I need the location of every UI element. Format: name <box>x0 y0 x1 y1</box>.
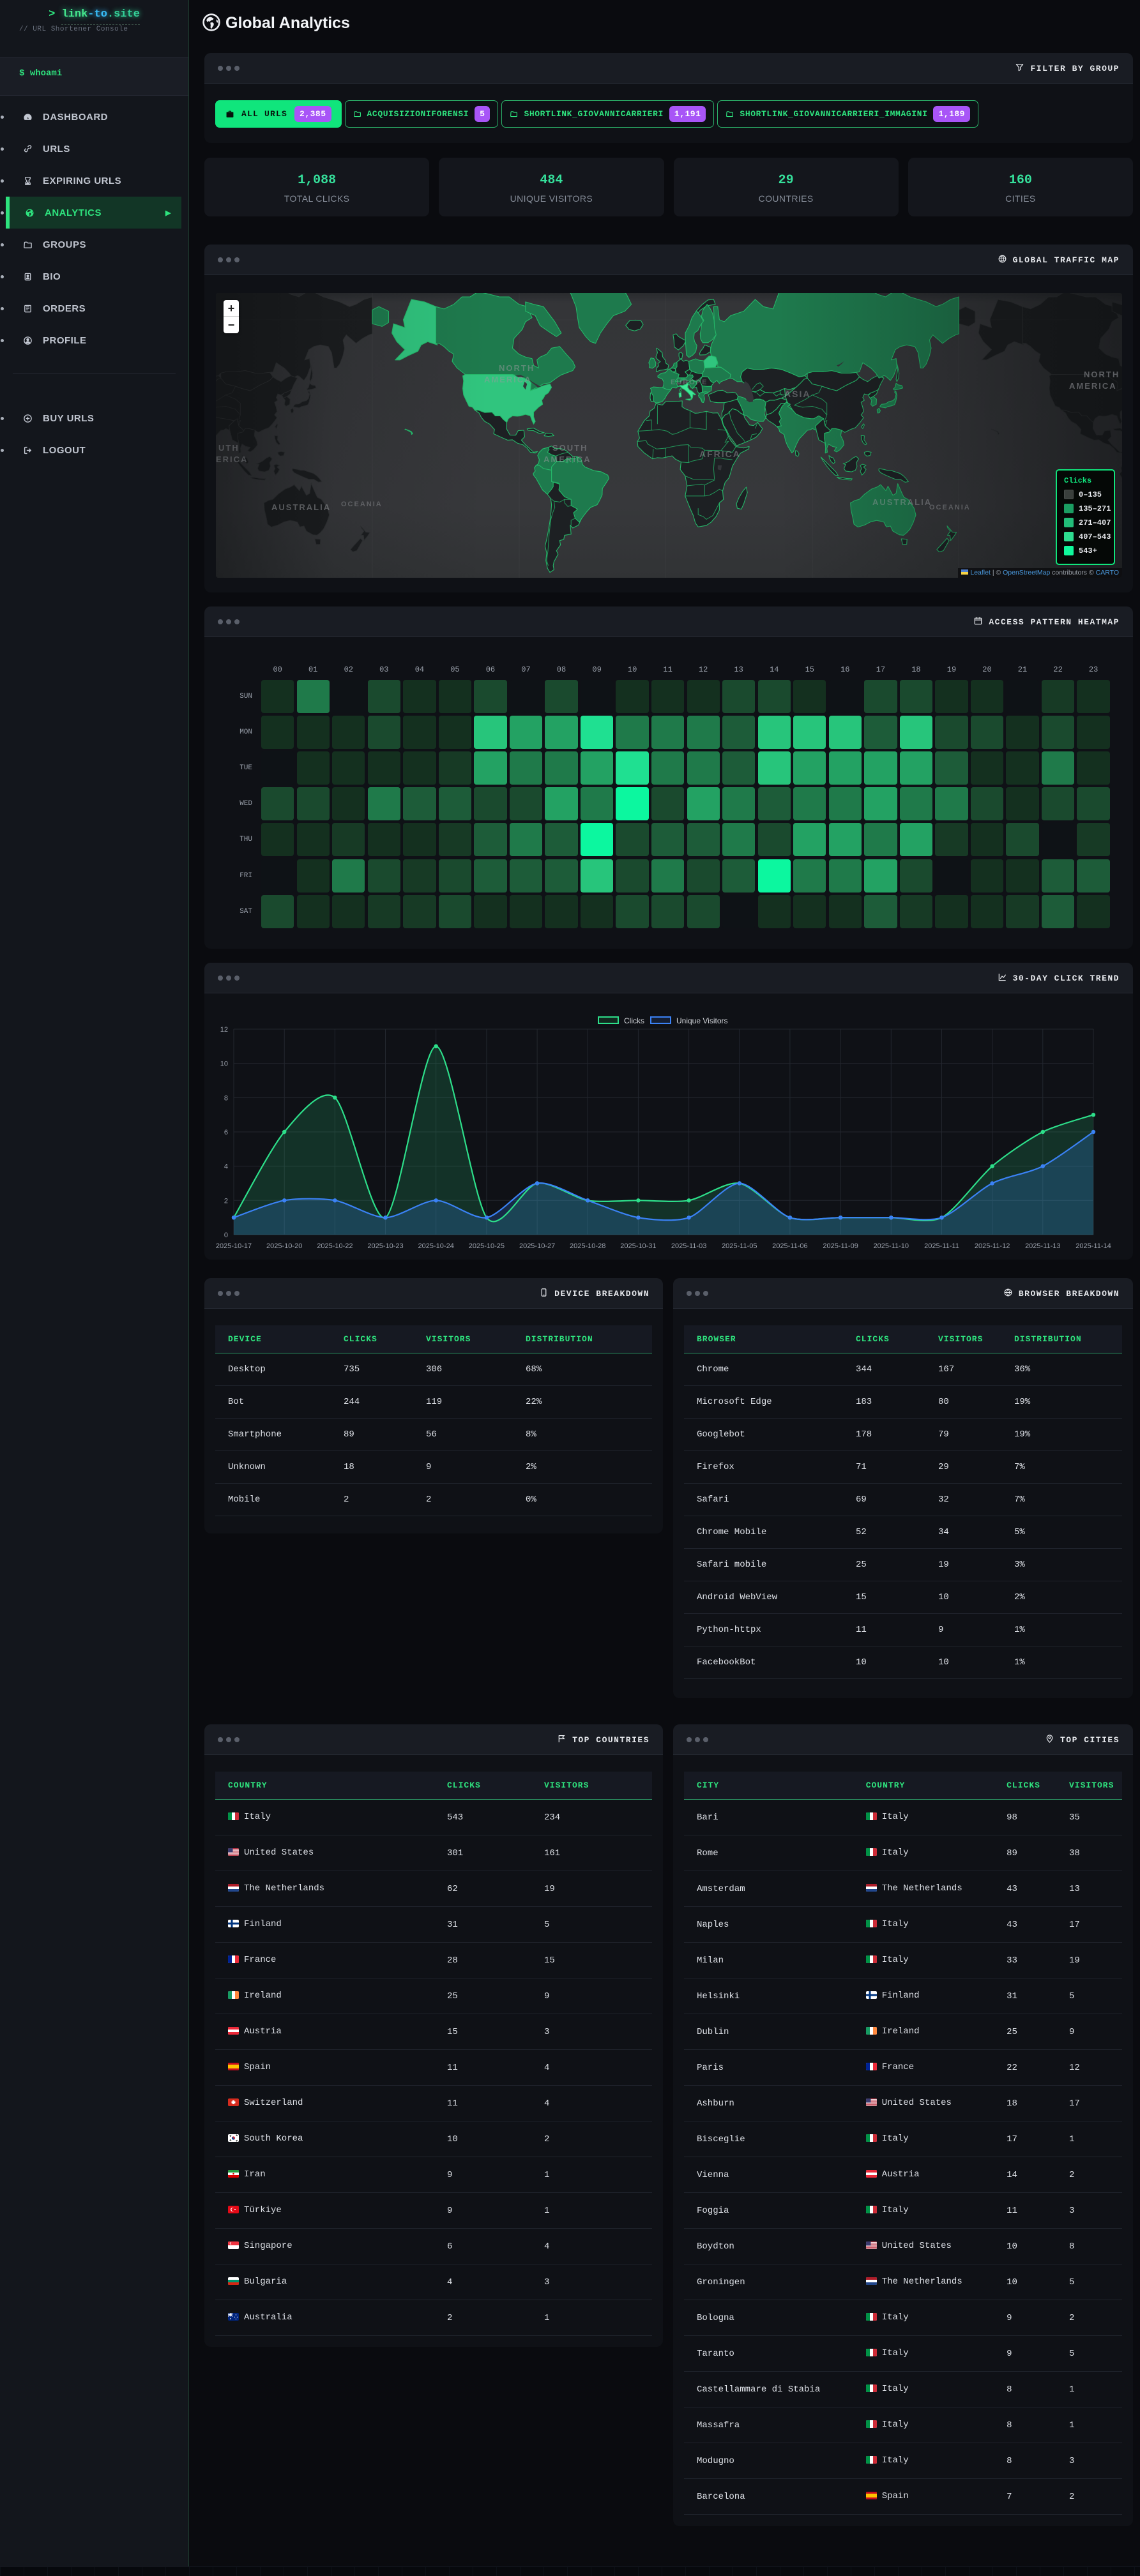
svg-text:AMERICA: AMERICA <box>484 375 532 384</box>
svg-text:Clicks: Clicks <box>624 1016 644 1025</box>
svg-text:NORTH: NORTH <box>1084 370 1120 379</box>
svg-text:AUSTRALIA: AUSTRALIA <box>271 502 331 512</box>
svg-text:2025-10-17: 2025-10-17 <box>216 1242 252 1250</box>
svg-text:2025-11-14: 2025-11-14 <box>1075 1242 1111 1250</box>
svg-text:2025-11-12: 2025-11-12 <box>975 1242 1010 1250</box>
svg-text:2025-10-27: 2025-10-27 <box>519 1242 555 1250</box>
svg-text:0: 0 <box>224 1232 228 1239</box>
svg-text:ASIA: ASIA <box>784 389 810 399</box>
svg-text:6: 6 <box>224 1129 228 1136</box>
svg-text:2025-11-05: 2025-11-05 <box>722 1242 757 1250</box>
svg-text:EUROPE: EUROPE <box>671 379 708 386</box>
svg-text:2025-11-10: 2025-11-10 <box>874 1242 909 1250</box>
svg-text:2025-10-28: 2025-10-28 <box>570 1242 605 1250</box>
svg-text:AMERICA: AMERICA <box>1069 381 1117 391</box>
svg-text:Unique Visitors: Unique Visitors <box>676 1016 727 1025</box>
svg-text:2025-11-03: 2025-11-03 <box>671 1242 706 1250</box>
svg-text:2025-11-13: 2025-11-13 <box>1025 1242 1060 1250</box>
svg-text:12: 12 <box>220 1026 228 1034</box>
svg-text:2025-11-06: 2025-11-06 <box>772 1242 807 1250</box>
svg-text:UTH: UTH <box>218 443 239 453</box>
svg-text:AUSTRALIA: AUSTRALIA <box>872 497 932 507</box>
svg-text:2025-10-24: 2025-10-24 <box>418 1242 454 1250</box>
svg-text:ERICA: ERICA <box>216 455 248 464</box>
svg-text:4: 4 <box>224 1163 228 1171</box>
svg-text:10: 10 <box>220 1060 228 1068</box>
svg-text:NORTH: NORTH <box>499 363 535 373</box>
svg-text:2: 2 <box>224 1197 228 1205</box>
svg-text:OCEANIA: OCEANIA <box>341 501 383 508</box>
svg-text:AMERICA: AMERICA <box>543 455 591 464</box>
svg-text:2025-11-11: 2025-11-11 <box>924 1242 959 1250</box>
svg-text:2025-10-22: 2025-10-22 <box>317 1242 353 1250</box>
svg-text:2025-10-20: 2025-10-20 <box>266 1242 302 1250</box>
svg-text:2025-10-23: 2025-10-23 <box>367 1242 403 1250</box>
svg-text:OCEANIA: OCEANIA <box>929 504 971 511</box>
svg-text:2025-10-25: 2025-10-25 <box>469 1242 505 1250</box>
svg-text:8: 8 <box>224 1094 228 1102</box>
svg-text:2025-10-31: 2025-10-31 <box>620 1242 656 1250</box>
svg-text:SOUTH: SOUTH <box>552 443 588 453</box>
svg-text:2025-11-09: 2025-11-09 <box>823 1242 858 1250</box>
svg-text:AFRICA: AFRICA <box>699 449 741 459</box>
